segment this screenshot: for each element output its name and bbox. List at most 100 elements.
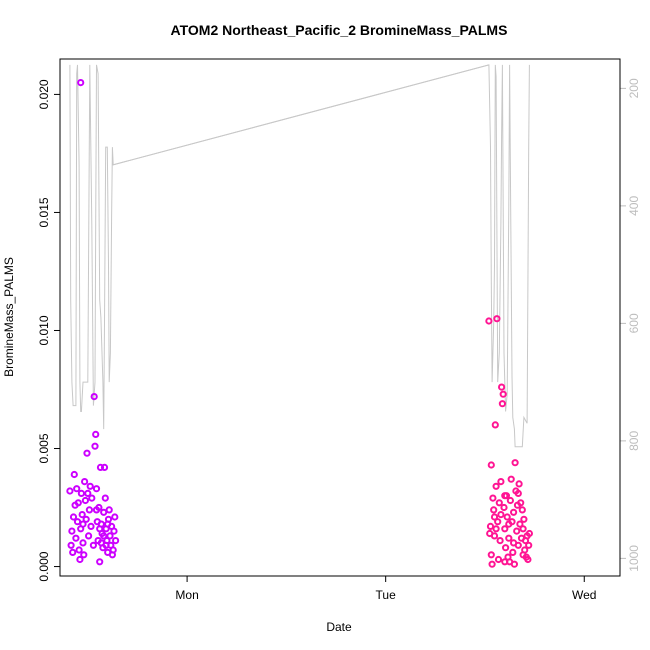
data-point bbox=[487, 461, 495, 469]
data-point bbox=[109, 546, 117, 554]
data-point bbox=[519, 525, 527, 533]
data-point bbox=[67, 541, 75, 549]
data-point bbox=[112, 537, 120, 545]
data-point bbox=[524, 555, 532, 564]
data-point bbox=[505, 520, 513, 528]
data-point bbox=[511, 459, 519, 467]
data-point bbox=[490, 506, 498, 514]
data-point bbox=[81, 478, 89, 486]
data-point bbox=[517, 499, 525, 507]
data-point bbox=[490, 513, 499, 521]
data-point bbox=[500, 503, 508, 512]
right-y-tick-label: 200 bbox=[627, 78, 641, 98]
data-point bbox=[519, 551, 527, 559]
data-point bbox=[77, 489, 86, 497]
data-point bbox=[111, 513, 119, 521]
data-point bbox=[78, 510, 86, 519]
data-point bbox=[80, 551, 88, 559]
data-point bbox=[87, 522, 95, 531]
data-point bbox=[496, 537, 504, 545]
data-point bbox=[105, 506, 113, 514]
data-point bbox=[104, 520, 112, 528]
data-point bbox=[510, 560, 519, 568]
right-y-tick-label: 800 bbox=[627, 431, 641, 451]
x-tick-label: Tue bbox=[376, 588, 397, 602]
data-point bbox=[86, 482, 94, 490]
data-point bbox=[513, 527, 521, 535]
data-point bbox=[85, 532, 93, 540]
data-point bbox=[505, 534, 513, 542]
data-point bbox=[84, 489, 92, 497]
data-point bbox=[491, 421, 499, 429]
data-point bbox=[485, 317, 493, 325]
altitude-line bbox=[69, 64, 530, 448]
data-point bbox=[101, 494, 109, 502]
data-point bbox=[96, 558, 104, 566]
data-point bbox=[493, 315, 501, 323]
points-layer bbox=[66, 79, 534, 568]
data-point bbox=[489, 494, 497, 502]
data-point bbox=[509, 548, 517, 557]
data-point bbox=[68, 527, 76, 535]
data-point bbox=[518, 506, 526, 514]
right-y-tick-label: 600 bbox=[627, 313, 641, 333]
data-point bbox=[492, 482, 500, 490]
data-point bbox=[85, 506, 94, 514]
axes-layer: Mon Tue Wed 0.000 0.005 0.010 0.015 0.020 200 400… bbox=[37, 78, 641, 602]
data-point bbox=[100, 463, 109, 471]
data-point bbox=[97, 539, 105, 547]
data-point bbox=[488, 560, 496, 568]
y-tick-label: 0.000 bbox=[37, 551, 51, 581]
data-point bbox=[501, 558, 509, 566]
data-point bbox=[96, 463, 105, 471]
x-axis-label: Date bbox=[326, 620, 352, 634]
data-point bbox=[81, 496, 90, 505]
data-point bbox=[69, 548, 77, 557]
data-point bbox=[90, 393, 98, 401]
data-point bbox=[69, 513, 78, 521]
y-tick-label: 0.015 bbox=[37, 197, 51, 227]
data-point bbox=[525, 541, 533, 549]
data-point bbox=[509, 539, 518, 547]
data-point bbox=[494, 555, 503, 564]
data-point bbox=[73, 518, 82, 526]
data-point bbox=[490, 532, 499, 540]
data-point bbox=[497, 510, 505, 519]
y-tick-label: 0.005 bbox=[37, 433, 51, 463]
y-tick-label: 0.010 bbox=[37, 315, 51, 345]
data-point bbox=[106, 532, 114, 540]
data-point bbox=[498, 383, 506, 391]
altitude-line-segment bbox=[113, 64, 490, 166]
data-point bbox=[92, 430, 100, 438]
data-point bbox=[507, 475, 515, 483]
data-point bbox=[492, 525, 500, 533]
data-point bbox=[77, 79, 85, 87]
y-axis-label: BromineMass_PALMS bbox=[2, 257, 16, 377]
altitude-line-layer bbox=[69, 64, 530, 448]
data-point bbox=[515, 480, 523, 488]
data-point bbox=[79, 520, 87, 528]
data-point bbox=[497, 478, 505, 486]
data-point bbox=[89, 541, 98, 549]
data-point bbox=[499, 390, 507, 398]
y-tick-label: 0.020 bbox=[37, 79, 51, 109]
data-point bbox=[79, 539, 87, 547]
plot-frame bbox=[59, 58, 621, 577]
x-tick-label: Wed bbox=[572, 588, 596, 602]
data-point bbox=[501, 525, 509, 533]
data-point bbox=[520, 515, 528, 523]
x-tick-label: Mon bbox=[175, 588, 198, 602]
data-point bbox=[92, 506, 101, 514]
data-point bbox=[82, 515, 90, 523]
data-point bbox=[494, 518, 502, 526]
right-y-tick-label: 400 bbox=[627, 196, 641, 216]
data-point bbox=[509, 508, 518, 516]
data-point bbox=[76, 555, 84, 564]
data-point bbox=[514, 489, 522, 497]
data-point bbox=[503, 513, 511, 521]
data-point bbox=[83, 449, 91, 457]
data-point bbox=[100, 508, 108, 516]
data-point bbox=[506, 496, 514, 505]
data-point bbox=[88, 494, 96, 502]
